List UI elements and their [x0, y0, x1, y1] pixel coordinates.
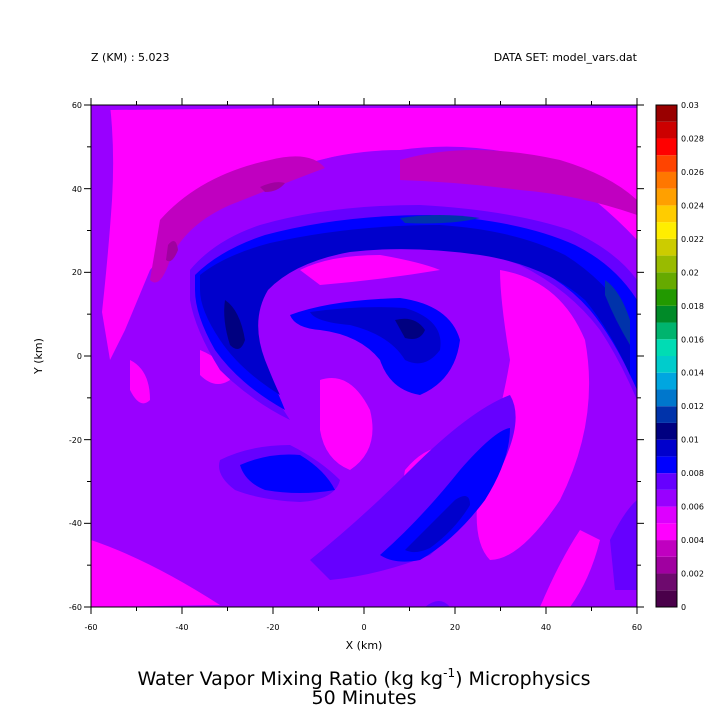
colorbar-label: 0.026 — [681, 168, 704, 177]
colorbar-swatch — [656, 289, 677, 306]
drier-band-n — [400, 150, 637, 215]
colorbar-label: 0.016 — [681, 335, 704, 344]
dry-pocket-w2 — [200, 350, 230, 384]
moist-band-s-inner — [405, 496, 470, 553]
colorbar-swatch — [656, 255, 677, 273]
moist-patch-se — [610, 500, 637, 590]
colorbar-label: 0.014 — [681, 369, 704, 378]
colorbar-label: 0.028 — [681, 134, 704, 143]
colorbar-label: 0.01 — [681, 436, 699, 445]
colorbar-label: 0.002 — [681, 570, 704, 579]
colorbar-swatch — [656, 305, 677, 323]
west-edge-band — [91, 105, 114, 540]
chart-title-superscript: -1 — [443, 666, 455, 680]
moist-core-max — [395, 318, 425, 339]
colorbar-label: 0.004 — [681, 536, 704, 545]
dry-region-se — [540, 530, 600, 607]
contour-field — [91, 105, 637, 607]
colorbar-swatch — [656, 339, 677, 356]
colorbar-swatch — [656, 155, 677, 172]
moist-max-n — [400, 215, 480, 224]
colorbar-label: 0.024 — [681, 201, 704, 210]
colorbar-swatch — [656, 171, 677, 189]
dataset-label: DATA SET: model_vars.dat — [494, 51, 638, 64]
colorbar-swatch — [656, 573, 677, 591]
colorbar-labels: 0 0.002 0.004 0.006 0.008 0.01 0.012 0.014 0.016… — [681, 101, 704, 612]
colorbar-label: 0.022 — [681, 235, 704, 244]
colorbar-swatch — [656, 389, 677, 407]
colorbar-swatch — [656, 121, 677, 139]
x-tick-label: -60 — [84, 623, 97, 632]
driest-spot-1 — [260, 182, 285, 192]
dry-region-sw — [91, 540, 220, 607]
colorbar-swatch — [656, 473, 677, 490]
y-tick-label: -20 — [69, 436, 82, 445]
moist-max-e — [605, 280, 630, 345]
x-tick-label: 40 — [541, 623, 551, 632]
dry-pocket-inner — [300, 255, 440, 285]
y-tick-label: 60 — [72, 101, 82, 110]
x-axis-label: X (km) — [346, 639, 383, 652]
colorbar-label: 0.02 — [681, 268, 699, 277]
colorbar-frame — [655, 104, 678, 608]
colorbar — [656, 105, 677, 607]
dry-region-nw — [100, 108, 360, 360]
colorbar-swatch — [656, 205, 677, 223]
colorbar-swatch — [656, 372, 677, 390]
x-tick-label: 60 — [632, 623, 642, 632]
moist-patch-sw — [240, 454, 335, 493]
colorbar-swatch — [656, 556, 677, 574]
moist-max-w — [224, 300, 245, 349]
colorbar-swatch — [656, 439, 677, 457]
colorbar-swatch — [656, 356, 677, 373]
chart-title: Water Vapor Mixing Ratio (kg kg-1) Micro… — [137, 666, 590, 690]
colorbar-swatch — [656, 540, 677, 557]
colorbar-swatch — [656, 105, 677, 122]
dry-region-e — [476, 270, 590, 560]
y-axis-label: Y (km) — [32, 338, 45, 375]
level-label: Z (KM) : 5.023 — [91, 51, 170, 64]
colorbar-swatch — [656, 422, 677, 440]
drier-band-nw — [150, 156, 325, 283]
y-tick-label: 40 — [72, 185, 82, 194]
chart-title-main: Water Vapor Mixing Ratio (kg kg — [137, 668, 443, 690]
colorbar-label: 0.012 — [681, 402, 704, 411]
chart-subtitle: 50 Minutes — [311, 687, 416, 709]
colorbar-label: 0.006 — [681, 503, 704, 512]
y-tick-label: -60 — [69, 603, 82, 612]
colorbar-swatch — [656, 272, 677, 290]
colorbar-swatch — [656, 489, 677, 507]
driest-spot-2 — [166, 241, 178, 262]
colorbar-swatch — [656, 188, 677, 206]
colorbar-swatch — [656, 322, 677, 340]
axis-ticks — [84, 98, 644, 614]
x-tick-label: -20 — [266, 623, 279, 632]
y-tick-label: 0 — [77, 352, 82, 361]
moist-patch-s — [425, 601, 450, 607]
dry-region-n — [300, 108, 637, 240]
moist-band-s — [380, 428, 510, 562]
colorbar-swatch — [656, 456, 677, 474]
moist-band-s-outer — [310, 395, 516, 580]
colorbar-swatch — [656, 238, 677, 256]
colorbar-label: 0.03 — [681, 101, 699, 110]
colorbar-label: 0.018 — [681, 302, 704, 311]
colorbar-swatch — [656, 523, 677, 541]
x-tick-label: 0 — [361, 623, 366, 632]
colorbar-swatch — [656, 590, 677, 607]
dry-pocket-center — [320, 378, 373, 470]
colorbar-swatch — [656, 138, 677, 156]
colorbar-swatch — [656, 506, 677, 524]
x-tick-label: -40 — [175, 623, 188, 632]
dry-pocket-w — [130, 360, 150, 404]
colorbar-swatch — [656, 406, 677, 423]
y-tick-label: -40 — [69, 519, 82, 528]
y-tick-label: 20 — [72, 268, 82, 277]
colorbar-label: 0 — [681, 603, 686, 612]
colorbar-swatch — [656, 222, 677, 239]
chart-title-tail: ) Microphysics — [455, 668, 590, 690]
x-tick-label: 20 — [450, 623, 460, 632]
colorbar-label: 0.008 — [681, 469, 704, 478]
